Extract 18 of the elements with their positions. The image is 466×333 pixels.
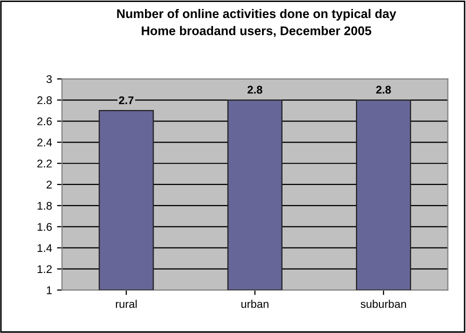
chart-title: Number of online activities done on typical day Home broadand users, December 2005: [117, 8, 396, 38]
y-tick-label: 1: [46, 286, 52, 294]
data-label: 2.8: [248, 86, 262, 94]
y-tick-label: 1.6: [38, 222, 52, 231]
y-tick-label: 1.8: [38, 202, 52, 210]
y-tick-label: 1.4: [38, 244, 52, 252]
data-label: 2.7: [118, 96, 134, 104]
x-tick-label: rural: [116, 300, 137, 308]
data-label: 2.8: [376, 86, 391, 94]
y-tick-label: 2.2: [37, 160, 52, 168]
y-tick-label: 2.6: [37, 117, 52, 126]
y-tick-label: 2.4: [37, 138, 52, 146]
x-tick-label: suburban: [360, 300, 406, 308]
y-tick-label: 3: [46, 75, 52, 84]
x-tick-label: urban: [241, 300, 268, 308]
y-tick-label: 1.2: [38, 265, 52, 273]
y-tick-label: 2: [46, 180, 52, 189]
y-tick-label: 2.8: [37, 96, 52, 104]
